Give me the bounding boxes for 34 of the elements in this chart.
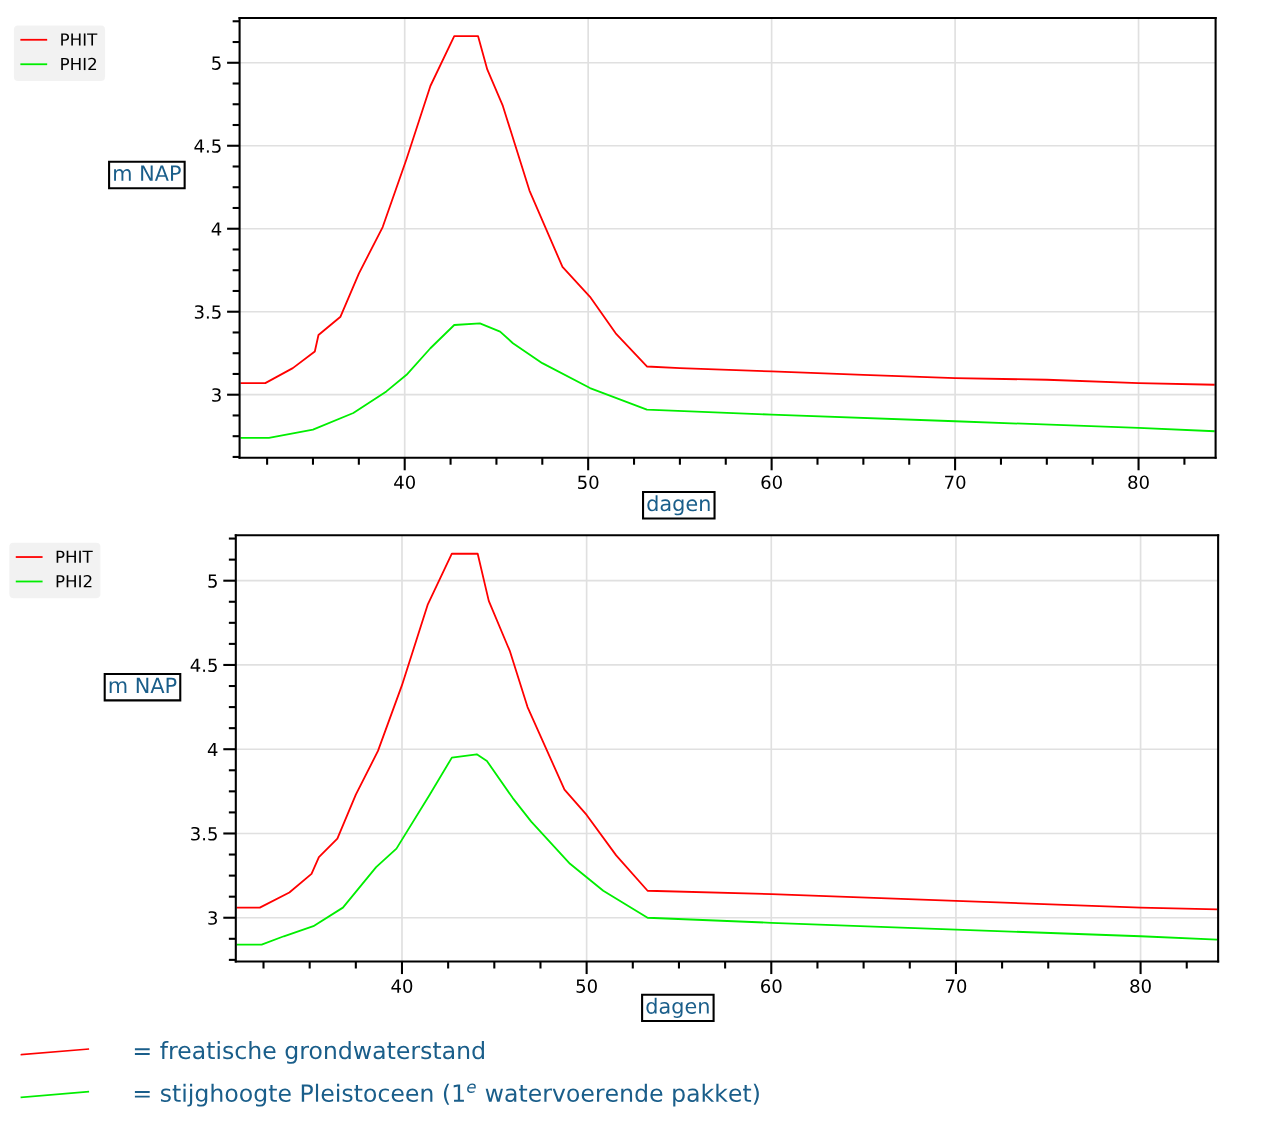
text: = stijghoogte Pleistoceen (1$^{e}$ watervoerende pakket) — [134, 1083, 759, 1107]
x-tick-label: 60 — [761, 475, 782, 490]
y-tick-label: 4.5 — [190, 658, 217, 673]
y-tick-label: 3.5 — [191, 826, 217, 841]
line-series — [236, 753, 1218, 946]
line-series — [240, 35, 1215, 386]
y-tick-label: 3 — [208, 911, 217, 925]
x-tick-label: 60 — [761, 979, 782, 993]
x-tick-label: 40 — [391, 979, 413, 993]
x-tick-label: 70 — [945, 475, 966, 490]
y-tick-label: 4.5 — [194, 139, 221, 153]
x-tick-label: 70 — [945, 979, 967, 993]
x-tick-label: 80 — [1130, 979, 1151, 993]
x-tick-label: 80 — [1128, 475, 1149, 490]
x-tick-label: 50 — [578, 475, 599, 490]
y-tick-label: 4 — [207, 742, 218, 757]
legend-label: PHIT — [56, 550, 93, 563]
y-tick-label: 5 — [212, 56, 221, 70]
x-axis-title: dagen — [647, 495, 710, 516]
y-tick-label: 3.5 — [194, 305, 221, 319]
y-tick-label: 5 — [208, 574, 217, 588]
x-axis-title: dagen — [646, 997, 709, 1018]
legend-label: PHI2 — [61, 57, 97, 71]
y-axis-title: m NAP — [109, 677, 177, 693]
y-axis-title: m NAP — [114, 165, 181, 181]
y-tick-label: 4 — [211, 222, 222, 236]
x-tick-label: 40 — [394, 475, 415, 490]
y-tick-label: 3 — [212, 388, 221, 402]
line-series — [236, 552, 1218, 911]
x-tick-label: 50 — [576, 979, 597, 993]
line-series — [240, 322, 1215, 439]
text: = freatische grondwaterstand — [134, 1041, 484, 1064]
legend-label: PHIT — [61, 33, 98, 46]
legend-label: PHI2 — [56, 574, 92, 588]
